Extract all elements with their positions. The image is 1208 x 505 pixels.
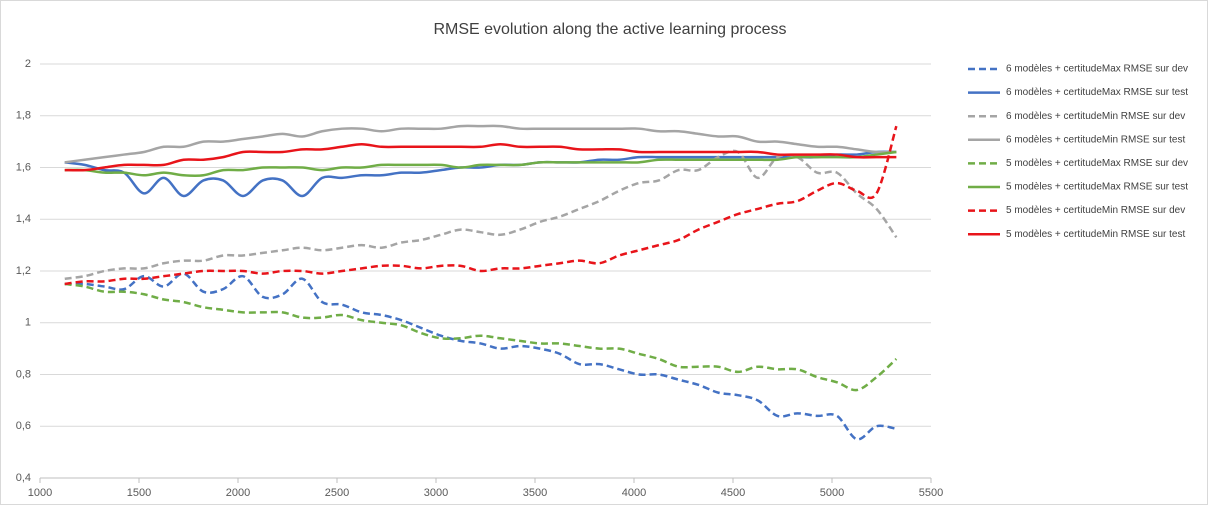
series-line bbox=[64, 125, 898, 286]
y-tick-label: 0,4 bbox=[16, 472, 31, 484]
series-line bbox=[64, 142, 897, 172]
x-tick-label: 2500 bbox=[325, 487, 349, 499]
x-tick-label: 3500 bbox=[523, 487, 547, 499]
legend-label: 6 modèles + certitudeMin RMSE sur dev bbox=[1006, 111, 1185, 122]
legend-label: 5 modèles + certitudeMax RMSE sur test bbox=[1006, 182, 1188, 193]
series-line bbox=[64, 149, 898, 281]
y-tick-label: 1,8 bbox=[16, 110, 31, 122]
series-line bbox=[64, 272, 897, 441]
x-tick-label: 4000 bbox=[622, 487, 646, 499]
x-tick-label: 1500 bbox=[127, 487, 151, 499]
series-line bbox=[64, 150, 897, 198]
y-tick-label: 0,8 bbox=[16, 368, 31, 380]
legend-label: 5 modèles + certitudeMin RMSE sur test bbox=[1006, 229, 1185, 240]
y-tick-label: 1,4 bbox=[16, 213, 31, 225]
legend-label: 6 modèles + certitudeMax RMSE sur test bbox=[1006, 87, 1188, 98]
x-tick-label: 4500 bbox=[721, 487, 745, 499]
x-tick-label: 2000 bbox=[226, 487, 250, 499]
legend-label: 6 modèles + certitudeMax RMSE sur dev bbox=[1006, 64, 1188, 75]
series-line bbox=[64, 150, 897, 178]
x-tick-label: 1000 bbox=[28, 487, 52, 499]
x-tick-label: 3000 bbox=[424, 487, 448, 499]
legend-label: 6 modèles + certitudeMin RMSE sur test bbox=[1006, 134, 1185, 145]
y-tick-label: 0,6 bbox=[16, 420, 31, 432]
y-tick-label: 2 bbox=[25, 58, 31, 70]
legend-label: 5 modèles + certitudeMax RMSE sur dev bbox=[1006, 158, 1188, 169]
x-tick-label: 5000 bbox=[820, 487, 844, 499]
chart-title: RMSE evolution along the active learning… bbox=[433, 21, 786, 38]
series-line bbox=[64, 124, 897, 164]
y-tick-label: 1,6 bbox=[16, 161, 31, 173]
x-tick-label: 5500 bbox=[919, 487, 943, 499]
series-line bbox=[64, 282, 898, 392]
y-tick-label: 1 bbox=[25, 317, 31, 329]
legend-label: 5 modèles + certitudeMin RMSE sur dev bbox=[1006, 205, 1185, 216]
y-tick-label: 1,2 bbox=[16, 265, 31, 277]
